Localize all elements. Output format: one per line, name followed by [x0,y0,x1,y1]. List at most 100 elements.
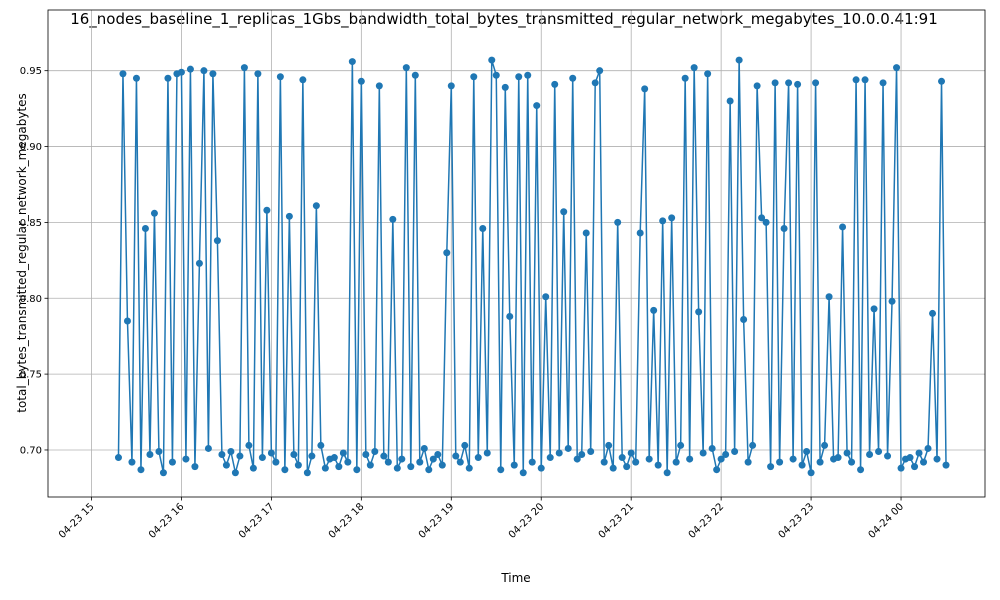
data-point [681,74,689,82]
data-point [632,458,640,466]
data-point [515,73,523,81]
data-point [659,217,667,225]
data-point [416,458,424,466]
data-point [227,447,235,455]
data-point [920,458,928,466]
data-point [470,73,478,81]
x-axis-label: Time [500,571,530,585]
y-axis-label: total_bytes_transmitted_regular_network_… [15,93,29,413]
data-point [654,461,662,469]
data-point [299,76,307,84]
data-point [452,452,460,460]
data-point [942,461,950,469]
data-point [411,71,419,79]
data-point [803,447,811,455]
data-point [519,469,527,477]
data-point [438,461,446,469]
data-point [843,449,851,457]
data-point [420,444,428,452]
data-point [281,466,289,474]
data-point [159,469,167,477]
data-point [510,461,518,469]
data-point [312,202,320,210]
data-point [272,458,280,466]
data-point [897,464,905,472]
data-point [186,65,194,73]
data-point [555,449,563,457]
data-point [429,455,437,463]
data-point [749,441,757,449]
data-point [618,454,626,462]
data-point [506,312,514,320]
data-point [785,79,793,87]
data-point [398,455,406,463]
data-point [821,441,829,449]
data-point [114,454,122,462]
data-point [582,229,590,237]
data-point [407,463,415,471]
data-point [650,306,658,314]
data-point [150,209,158,217]
data-point [209,70,217,78]
data-point [695,308,703,316]
data-point [861,76,869,84]
data-point [852,76,860,84]
data-point [884,452,892,460]
data-point [321,464,329,472]
data-point [222,461,230,469]
data-point [623,463,631,471]
data-point [191,463,199,471]
data-point [447,82,455,90]
plot-frame [47,9,986,498]
data-point [236,452,244,460]
data-point [245,441,253,449]
data-point [722,451,730,459]
data-point [587,447,595,455]
data-point [474,454,482,462]
data-point [938,77,946,85]
data-point [146,451,154,459]
data-point [501,83,509,91]
data-point [533,102,541,110]
data-point [177,68,185,76]
data-point [276,73,284,81]
data-point [137,466,145,474]
data-point [366,461,374,469]
data-point [492,71,500,79]
data-point [600,458,608,466]
data-point [465,464,473,472]
data-point [798,461,806,469]
data-point [911,463,919,471]
data-point [641,85,649,93]
data-point [317,441,325,449]
data-point [294,461,302,469]
data-point [636,229,644,237]
data-point [339,449,347,457]
data-point [488,56,496,64]
data-point [672,458,680,466]
data-point [123,317,131,325]
data-point [267,449,275,457]
data-point [393,464,401,472]
data-point [870,305,878,313]
data-point [353,466,361,474]
data-point [857,466,865,474]
data-point [249,464,257,472]
data-point [182,455,190,463]
y-tick-label: 0.75 [20,370,42,381]
data-point [402,64,410,72]
data-point [290,451,298,459]
data-point [744,458,752,466]
data-point [609,464,617,472]
y-tick-label: 0.85 [20,218,42,229]
data-point [218,451,226,459]
data-point [569,74,577,82]
data-point [848,458,856,466]
data-point [767,463,775,471]
data-point [389,215,397,223]
data-point [690,64,698,72]
data-point [699,449,707,457]
data-point [384,458,392,466]
data-point [168,458,176,466]
